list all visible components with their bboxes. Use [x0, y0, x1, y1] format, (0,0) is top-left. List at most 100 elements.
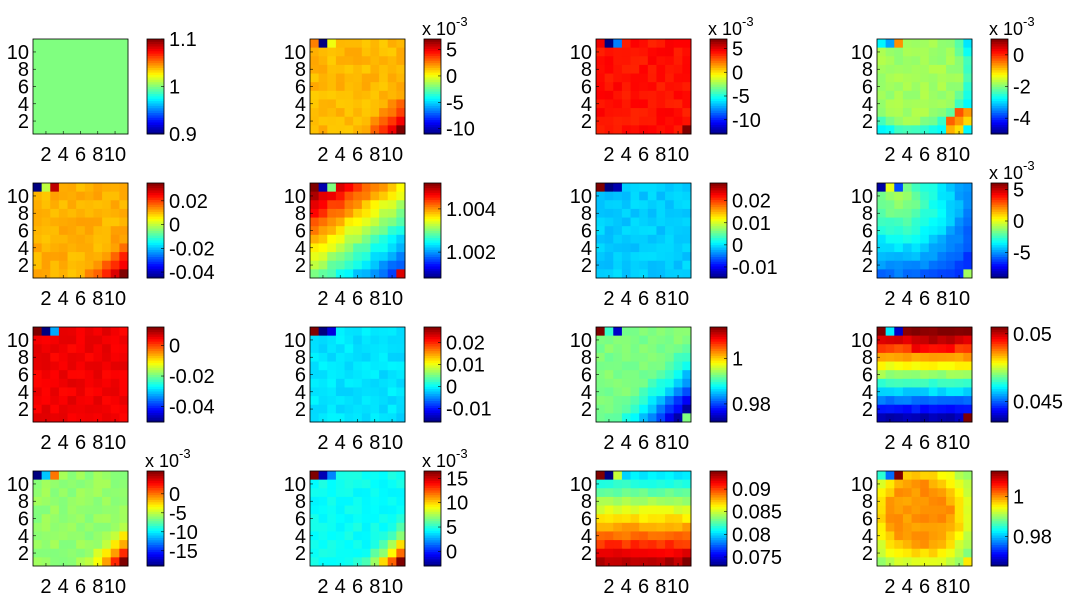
heatmap-cell [621, 90, 632, 100]
heatmap-cell [119, 352, 129, 363]
heatmap-cell [604, 217, 614, 227]
colorbar-segment [424, 218, 441, 222]
heatmap-cell [41, 361, 51, 371]
heatmap-cell [76, 191, 86, 201]
heatmap-cell [937, 352, 947, 363]
heatmap-cell [84, 82, 94, 92]
x-tick-label: 2 [884, 576, 895, 598]
heatmap-cell [119, 234, 129, 244]
heatmap-cell [656, 125, 666, 135]
heatmap-cell [361, 548, 371, 558]
heatmap-cell [946, 200, 956, 210]
heatmap-cell [327, 352, 337, 363]
colorbar-segment [147, 544, 164, 548]
heatmap-cell [604, 243, 614, 253]
heatmap-cell [954, 108, 964, 118]
heatmap-cell [387, 531, 397, 541]
heatmap-cell [621, 226, 632, 236]
heatmap-cell [665, 361, 675, 371]
heatmap-cell [911, 82, 921, 92]
heatmap-cell [370, 260, 380, 270]
heatmap-cell [894, 387, 904, 397]
colorbar-segment [710, 329, 727, 333]
heatmap-cell [310, 404, 320, 414]
y-tick-label: 2 [295, 543, 306, 565]
heatmap-cell [370, 361, 380, 371]
heatmap-cell [885, 226, 895, 236]
heatmap-cell [344, 344, 354, 354]
heatmap-cell [911, 352, 921, 363]
colorbar-segment [710, 79, 727, 83]
colorbar-segment [424, 384, 441, 387]
heatmap-cell [665, 514, 675, 524]
heatmap-cell [682, 496, 692, 507]
colorbar-segment [710, 542, 727, 546]
heatmap-cell [596, 82, 606, 92]
heatmap-cell [656, 335, 666, 345]
heatmap-cell [911, 479, 921, 489]
heatmap-cell [58, 64, 69, 75]
heatmap-cell [58, 514, 69, 524]
heatmap-cell [647, 514, 657, 524]
heatmap-cell [353, 344, 363, 354]
heatmap-cell [963, 234, 973, 244]
heatmap-cell [41, 39, 51, 49]
x-tick-label: 10 [104, 576, 126, 598]
heatmap-cell [885, 243, 895, 253]
colorbar-segment [147, 69, 164, 73]
y-tick-label: 10 [284, 186, 306, 208]
heatmap-cell [639, 125, 649, 135]
heatmap-cell [102, 540, 112, 550]
colorbar-segment [991, 551, 1008, 555]
colorbar-segment [991, 263, 1008, 267]
heatmap-cell [639, 191, 649, 201]
colorbar-segment [991, 119, 1008, 123]
heatmap-cell [76, 39, 86, 49]
y-tick-label: 2 [581, 543, 592, 565]
heatmap-cell [613, 548, 623, 558]
heatmap-cell [50, 39, 60, 49]
heatmap-cell [76, 217, 86, 227]
heatmap-cell [318, 243, 328, 253]
heatmap-cell [41, 252, 51, 262]
colorbar-segment [710, 331, 727, 335]
heatmap-cell [353, 208, 363, 219]
heatmap-cell [344, 217, 354, 227]
heatmap-cell [102, 327, 112, 337]
heatmap-cell [110, 387, 120, 397]
colorbar-frame [990, 326, 1009, 423]
heatmap-cell [387, 191, 397, 201]
heatmap-cell [937, 404, 947, 414]
heatmap-cell [361, 183, 371, 193]
heatmap-cell [621, 234, 632, 244]
heatmap-cell [937, 99, 947, 109]
heatmap-cell [67, 260, 77, 270]
colorbar-segment [710, 204, 727, 208]
colorbar-tick-label: 1 [732, 349, 743, 371]
heatmap-cell [379, 226, 389, 236]
heatmap-cell [344, 522, 354, 532]
heatmap-cell [379, 217, 389, 227]
y-tick-label: 6 [581, 221, 592, 243]
heatmap-cell [33, 99, 43, 109]
heatmap-cell [630, 183, 640, 193]
heatmap-cell [911, 226, 921, 236]
heatmap-cell [370, 56, 380, 66]
heatmap-cell [885, 191, 895, 201]
heatmap-cell [387, 370, 397, 380]
colorbar-segment [147, 81, 164, 85]
colorbar-tick-label: 0.085 [732, 502, 782, 524]
colorbar-segment [710, 244, 727, 248]
heatmap-cell [885, 90, 895, 100]
heatmap-cell [885, 108, 895, 118]
y-tick-label: 10 [7, 330, 29, 352]
heatmap-cell [946, 47, 956, 57]
colorbar-segment [147, 554, 164, 557]
heatmap-cell [604, 352, 614, 363]
colorbar-segment [424, 338, 441, 342]
heatmap-cell [937, 108, 947, 118]
heatmap-cell [911, 557, 921, 567]
heatmap-cell [963, 396, 973, 406]
heatmap-cell [102, 496, 112, 507]
